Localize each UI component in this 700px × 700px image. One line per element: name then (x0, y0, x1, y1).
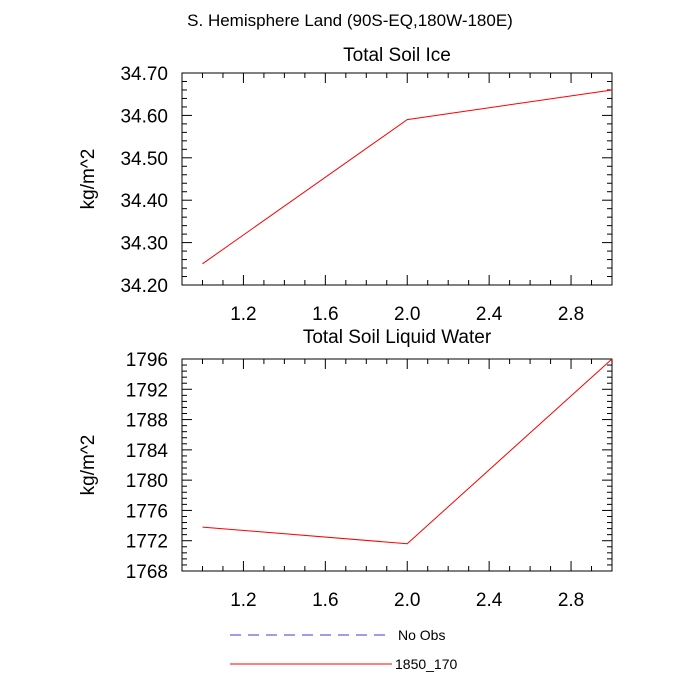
x-tick-label: 2.4 (476, 304, 503, 325)
y-axis-label: kg/m^2 (78, 435, 99, 496)
y-tick-label: 1776 (126, 501, 168, 522)
y-tick-label: 1784 (126, 441, 169, 462)
y-tick-label: 34.40 (120, 191, 168, 212)
x-tick-label: 1.2 (230, 304, 256, 325)
x-tick-label: 2.8 (558, 304, 584, 325)
y-tick-label: 1768 (126, 562, 168, 583)
y-tick-label: 34.50 (120, 149, 168, 170)
panel-soil-liquid-water: Total Soil Liquid Water kg/m^2 1.2 1.6 2.0… (78, 327, 613, 611)
panel-soil-ice: Total Soil Ice kg/m^2 1.2 1.6 2.0 2.4 2.8 34.… (78, 45, 613, 325)
legend-label-no-obs: No Obs (398, 627, 445, 643)
panel-title: Total Soil Liquid Water (303, 327, 492, 348)
x-tick-label: 2.0 (394, 304, 420, 325)
y-axis-label: kg/m^2 (78, 149, 99, 210)
series-line-1850_170 (202, 89, 613, 265)
y-tick-label: 1796 (126, 350, 168, 371)
y-tick-label: 34.60 (120, 106, 168, 127)
legend: No Obs 1850_170 (230, 627, 458, 672)
y-tick-label: 1772 (126, 532, 168, 553)
y-tick-label: 34.20 (120, 276, 168, 297)
y-tick-label: 1780 (126, 471, 168, 492)
y-tick-label: 1792 (126, 380, 168, 401)
x-tick-label: 1.2 (230, 590, 256, 611)
x-tick-label: 2.8 (558, 590, 584, 611)
panel-title: Total Soil Ice (343, 45, 451, 66)
y-tick-label: 1788 (126, 411, 168, 432)
y-tick-label: 34.70 (120, 64, 168, 85)
x-tick-label: 2.0 (394, 590, 420, 611)
plot-frame (181, 358, 613, 572)
figure-title: S. Hemisphere Land (90S-EQ,180W-180E) (187, 11, 513, 30)
x-tick-label: 2.4 (476, 590, 503, 611)
legend-label-1850-170: 1850_170 (395, 656, 458, 672)
x-tick-label: 1.6 (312, 590, 338, 611)
x-tick-label: 1.6 (312, 304, 338, 325)
y-tick-label: 34.30 (120, 234, 168, 255)
plot-frame (181, 72, 613, 286)
series-line-1850_170 (202, 358, 613, 545)
